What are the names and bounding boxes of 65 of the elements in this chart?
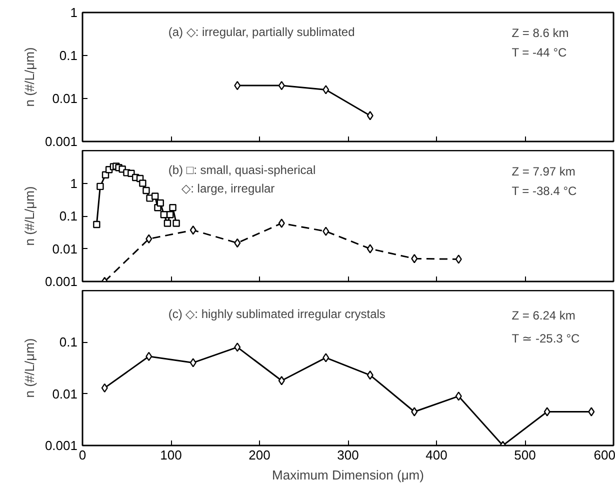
point bbox=[166, 211, 174, 218]
point bbox=[151, 192, 159, 200]
annotation: Z = 6.24 km bbox=[512, 308, 576, 322]
y-axis-title: n (#/L/μm) bbox=[22, 47, 37, 107]
point bbox=[544, 407, 550, 416]
point bbox=[190, 226, 196, 235]
point bbox=[96, 182, 104, 190]
y-tick-label: 0.1 bbox=[59, 208, 78, 224]
x-tick-label: 200 bbox=[248, 448, 270, 462]
x-tick-label: 300 bbox=[337, 448, 359, 462]
y-tick-label: 0.1 bbox=[59, 334, 78, 350]
x-tick-label: 100 bbox=[160, 448, 182, 462]
point bbox=[190, 358, 196, 368]
point bbox=[455, 254, 462, 264]
point bbox=[588, 407, 595, 416]
point bbox=[278, 218, 285, 228]
point bbox=[411, 254, 418, 264]
point bbox=[322, 353, 330, 362]
point bbox=[156, 199, 164, 207]
point bbox=[146, 234, 152, 244]
x-tick-label: 600 bbox=[594, 448, 615, 462]
annotation: ◇: large, irregular bbox=[182, 181, 275, 196]
point bbox=[278, 80, 285, 90]
point bbox=[322, 85, 330, 94]
x-axis-title: Maximum Dimension (μm) bbox=[272, 468, 424, 482]
point bbox=[234, 342, 241, 352]
y-tick-label: 0.001 bbox=[44, 274, 78, 289]
x-tick-label: 0 bbox=[78, 448, 86, 462]
y-tick-label: 1 bbox=[70, 176, 78, 191]
y-tick-label: 0.001 bbox=[44, 438, 78, 453]
point bbox=[234, 80, 241, 90]
x-tick-label: 400 bbox=[426, 448, 448, 462]
point bbox=[139, 180, 146, 187]
annotation: (b) □: small, quasi-spherical bbox=[168, 163, 316, 178]
point bbox=[322, 226, 330, 236]
annotation: T = -44 °C bbox=[512, 45, 567, 60]
y-tick-label: 1 bbox=[70, 5, 78, 20]
annotation: (a) ◇: irregular, partially sublimated bbox=[168, 24, 355, 39]
y-tick-label: 0.01 bbox=[52, 241, 78, 256]
x-tick-label: 500 bbox=[514, 448, 536, 462]
annotation: (c) ◇: highly sublimated irregular crystals bbox=[168, 306, 386, 321]
point bbox=[172, 220, 180, 227]
y-tick-label: 0.01 bbox=[52, 386, 78, 402]
point bbox=[93, 220, 100, 228]
point bbox=[411, 407, 418, 416]
y-axis-title: n (#/L/μm) bbox=[22, 186, 37, 246]
annotation: T ≃ -25.3 °C bbox=[512, 332, 580, 346]
point bbox=[366, 244, 374, 254]
point bbox=[164, 220, 172, 227]
annotation: Z = 8.6 km bbox=[512, 26, 569, 40]
y-tick-label: 0.01 bbox=[52, 91, 78, 106]
annotation: T = -38.4 °C bbox=[512, 184, 577, 198]
y-axis-title: n (#/L/μm) bbox=[22, 338, 37, 398]
annotation: Z = 7.97 km bbox=[512, 164, 576, 178]
point bbox=[366, 111, 374, 120]
point bbox=[146, 352, 152, 362]
y-tick-label: 0.1 bbox=[59, 48, 78, 63]
y-tick-label: 0.001 bbox=[44, 134, 78, 149]
point bbox=[455, 392, 462, 401]
point bbox=[366, 370, 374, 380]
point bbox=[101, 383, 108, 393]
point bbox=[278, 376, 285, 386]
point bbox=[234, 238, 241, 248]
point bbox=[142, 186, 150, 194]
point bbox=[169, 204, 176, 212]
